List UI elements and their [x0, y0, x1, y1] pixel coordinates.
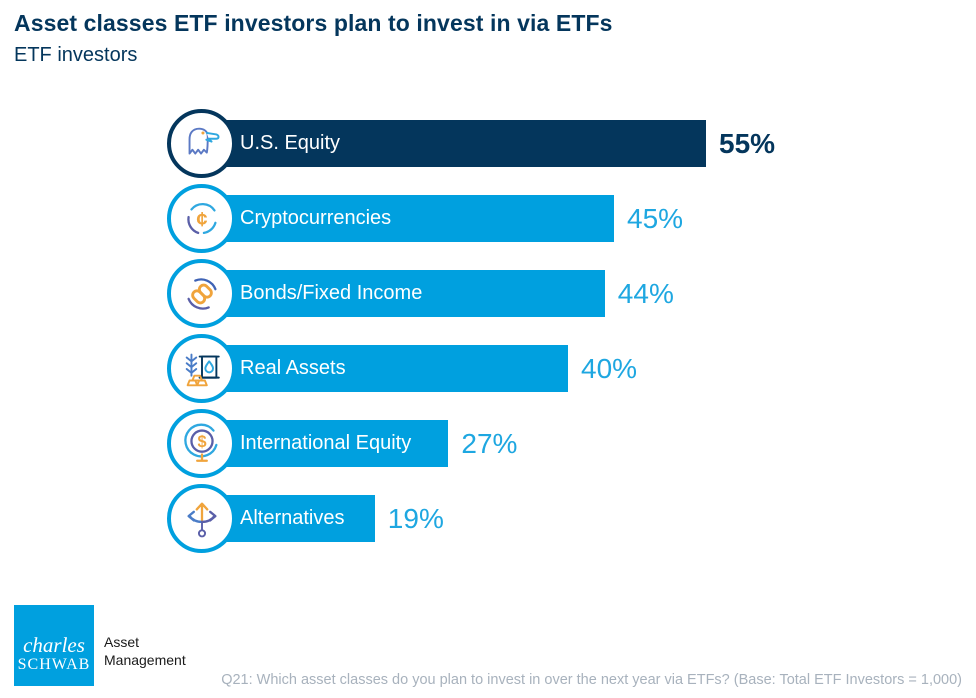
charles-schwab-logo: charles SCHWAB [14, 605, 94, 686]
bar-label: Cryptocurrencies [240, 207, 392, 229]
logo-charles-text: charles [23, 632, 85, 657]
globe-dollar-icon: $ [167, 409, 236, 478]
bar-value: 19% [387, 502, 444, 534]
bar-value: 45% [627, 202, 684, 234]
commodities-icon [167, 334, 236, 403]
page-subtitle: ETF investors [14, 44, 138, 66]
page-title: Asset classes ETF investors plan to inve… [14, 10, 613, 36]
bar-real-assets: Real Assets [200, 345, 568, 392]
bar-value: 44% [617, 277, 674, 309]
bar-row-us-equity: U.S. Equity 55% [167, 109, 776, 178]
bar-label: U.S. Equity [240, 132, 341, 154]
bar-us-equity: U.S. Equity [200, 120, 706, 167]
bar-value: 55% [719, 127, 776, 159]
bar-label: Alternatives [240, 507, 345, 529]
bar-label: International Equity [240, 432, 412, 454]
bar-chart: U.S. Equity 55% ¢ Cryptocurrencies 45% [167, 109, 776, 570]
bar-row-bonds-fixed-income: Bonds/Fixed Income 44% [167, 259, 775, 328]
bar-international-equity: International Equity [200, 420, 449, 467]
bar-cryptocurrencies: Cryptocurrencies [200, 195, 614, 242]
bar-value: 27% [461, 427, 518, 459]
bar-label: Real Assets [240, 357, 346, 379]
brand-line1: Asset [104, 634, 140, 650]
brand-line2: Management [104, 652, 186, 669]
chain-link-icon [167, 259, 236, 328]
bar-row-alternatives: Alternatives 19% [167, 484, 775, 553]
logo-schwab-text: SCHWAB [17, 655, 91, 673]
branch-arrows-icon [167, 484, 236, 553]
bar-value: 40% [581, 352, 638, 384]
bar-row-international-equity: $ International Equity 27% [167, 409, 775, 478]
survey-footnote: Q21: Which asset classes do you plan to … [221, 672, 962, 688]
svg-text:$: $ [197, 433, 206, 451]
svg-text:¢: ¢ [196, 208, 207, 230]
crypto-cent-icon: ¢ [167, 184, 236, 253]
bar-row-cryptocurrencies: ¢ Cryptocurrencies 45% [167, 184, 775, 253]
asset-management-label: Asset Management [104, 633, 186, 669]
bar-row-real-assets: Real Assets 40% [167, 334, 775, 403]
bar-label: Bonds/Fixed Income [240, 282, 423, 304]
eagle-icon [167, 109, 236, 178]
bar-bonds-fixed-income: Bonds/Fixed Income [200, 270, 605, 317]
